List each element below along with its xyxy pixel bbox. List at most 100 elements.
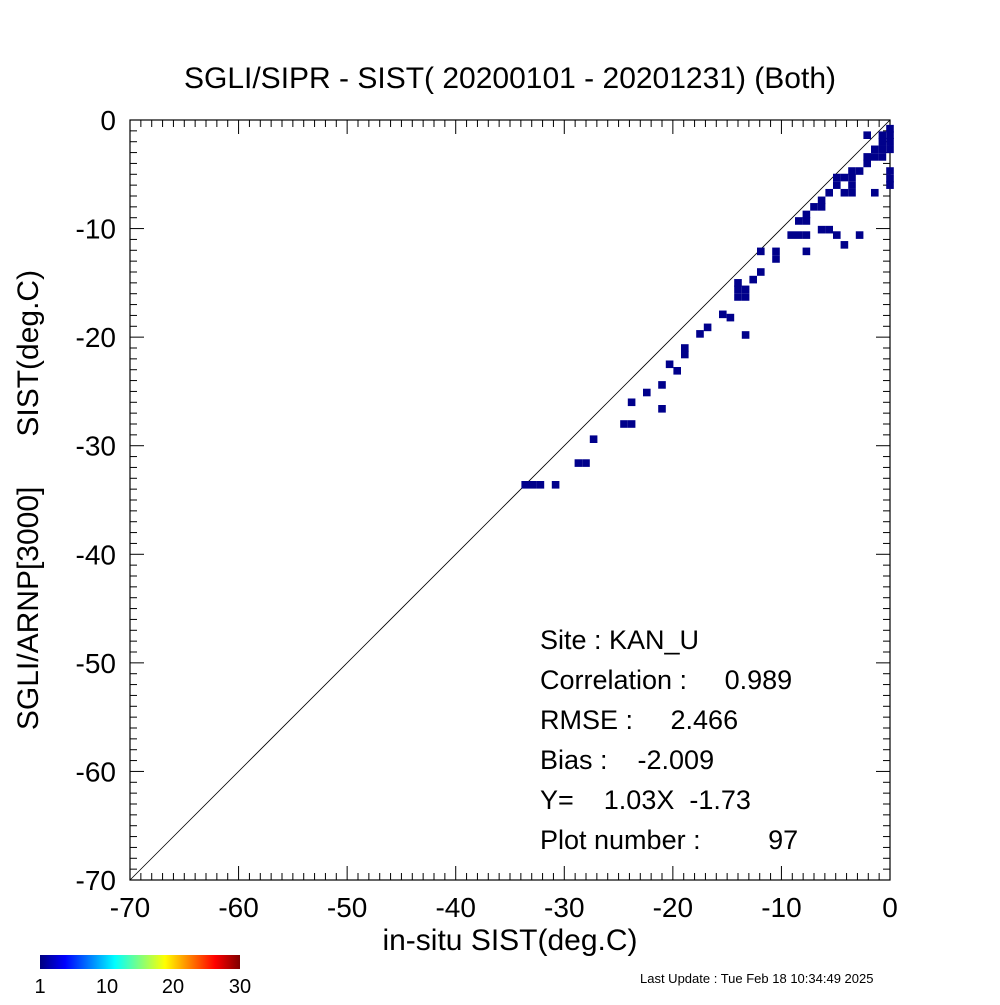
density-cell: [886, 181, 894, 189]
density-cell: [878, 153, 887, 161]
density-cell: [802, 247, 811, 256]
stats-plot-number: Plot number : 97: [540, 825, 798, 855]
stats-regression: Y= 1.03X -1.73: [540, 785, 751, 815]
density-cell: [734, 279, 742, 287]
density-cell: [848, 181, 856, 189]
density-cell: [802, 231, 811, 239]
density-cell: [878, 145, 887, 154]
density-cell: [871, 145, 879, 154]
stats-bias: Bias : -2.009: [540, 745, 714, 775]
density-cell: [787, 231, 795, 239]
stats-block: Site : KAN_U Correlation : 0.989 RMSE : …: [540, 625, 798, 855]
y-tick-label: -70: [76, 865, 116, 896]
density-cell: [627, 420, 636, 428]
stats-rmse: RMSE : 2.466: [540, 705, 738, 735]
colorbar-tick-labels: 1 10 20 30: [34, 976, 251, 998]
x-tick-label: -40: [435, 892, 475, 923]
density-cell: [620, 420, 628, 428]
colorbar-tick-label: 1: [34, 976, 45, 998]
colorbar-tick-label: 20: [162, 976, 184, 998]
stats-correlation: Correlation : 0.989: [540, 665, 792, 695]
x-tick-label: -30: [544, 892, 584, 923]
y-tick-label: -20: [76, 322, 116, 353]
density-cell: [795, 217, 803, 225]
colorbar-tick-label: 10: [96, 976, 118, 998]
y-axis-label: SGLI/ARNP[3000] SIST(deg.C): [12, 270, 45, 730]
density-cell: [871, 153, 879, 161]
density-cell: [772, 255, 780, 263]
last-update-text: Last Update : Tue Feb 18 10:34:49 2025: [640, 971, 873, 986]
density-cell: [741, 293, 750, 301]
density-cell: [855, 167, 864, 175]
density-cell: [840, 173, 849, 182]
y-tick-labels: -70 -60 -50 -40 -30 -20 -10 0: [76, 105, 116, 896]
y-tick-label: -60: [76, 756, 116, 787]
density-cell: [840, 188, 849, 197]
density-cell: [627, 398, 636, 407]
x-tick-label: -50: [327, 892, 367, 923]
density-cell: [817, 225, 826, 234]
density-cell: [871, 188, 879, 197]
density-cell: [825, 188, 833, 197]
x-tick-label: -20: [653, 892, 693, 923]
density-cell: [582, 459, 590, 467]
x-tick-labels: -70 -60 -50 -40 -30 -20 -10 0: [110, 892, 898, 923]
density-cells: [521, 124, 894, 489]
ticks-layer: [129, 119, 891, 881]
density-cell: [810, 203, 818, 211]
y-tick-label: 0: [100, 105, 116, 136]
density-cell: [840, 241, 849, 249]
density-cell: [802, 210, 811, 219]
density-cell: [833, 231, 841, 239]
density-cell: [886, 145, 894, 154]
colorbar-tick-label: 30: [229, 976, 251, 998]
colorbar-gradient: [40, 955, 240, 969]
density-cell: [772, 247, 780, 256]
density-cell: [863, 131, 871, 139]
density-cell: [886, 137, 894, 146]
density-cell: [749, 275, 757, 284]
density-cell: [848, 173, 856, 182]
one-to-one-line: [129, 119, 891, 881]
density-cell: [886, 124, 894, 133]
density-cell: [658, 405, 666, 413]
density-cell: [551, 481, 560, 489]
y-tick-label: -40: [76, 539, 116, 570]
density-cell: [878, 131, 887, 139]
density-cell: [574, 459, 583, 467]
density-cell: [734, 285, 742, 294]
density-cell: [886, 174, 894, 183]
density-cell: [681, 344, 689, 352]
x-tick-label: 0: [882, 892, 898, 923]
density-cell: [878, 137, 887, 146]
density-cell: [696, 330, 704, 338]
density-cell: [825, 225, 833, 234]
x-tick-label: -60: [218, 892, 258, 923]
density-cell: [848, 188, 856, 197]
density-cell: [741, 331, 750, 339]
density-cell: [741, 285, 750, 294]
y-tick-label: -10: [76, 214, 116, 245]
density-cell: [817, 203, 826, 211]
density-cell: [589, 435, 598, 443]
chart-title: SGLI/SIPR - SIST( 20200101 - 20201231) (…: [184, 62, 836, 95]
density-cell: [817, 196, 826, 205]
density-cell: [802, 217, 811, 225]
density-cell: [719, 310, 727, 319]
density-cell: [658, 381, 666, 389]
density-cell: [673, 367, 681, 375]
density-cell: [529, 481, 537, 489]
density-cell: [681, 350, 689, 359]
density-cell: [703, 323, 712, 332]
stats-site: Site : KAN_U: [540, 625, 699, 655]
density-cell: [726, 313, 735, 322]
density-cell: [833, 181, 841, 189]
density-cell: [757, 268, 765, 276]
density-cell: [863, 159, 871, 168]
density-cell: [536, 481, 545, 489]
density-cell: [643, 388, 651, 397]
density-cell: [886, 131, 894, 139]
x-tick-label: -10: [761, 892, 801, 923]
